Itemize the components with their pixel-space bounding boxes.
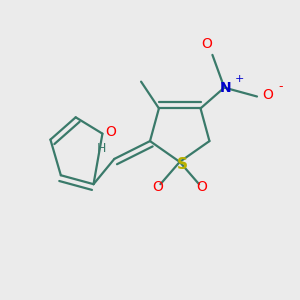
Text: +: + [235,74,244,84]
Text: O: O [196,180,208,194]
Text: -: - [278,80,282,94]
Text: O: O [105,125,116,139]
Text: H: H [96,142,106,155]
Text: O: O [152,180,163,194]
Text: S: S [177,158,188,172]
Text: O: O [201,38,212,52]
Text: N: N [220,81,232,94]
Text: O: O [262,88,273,102]
